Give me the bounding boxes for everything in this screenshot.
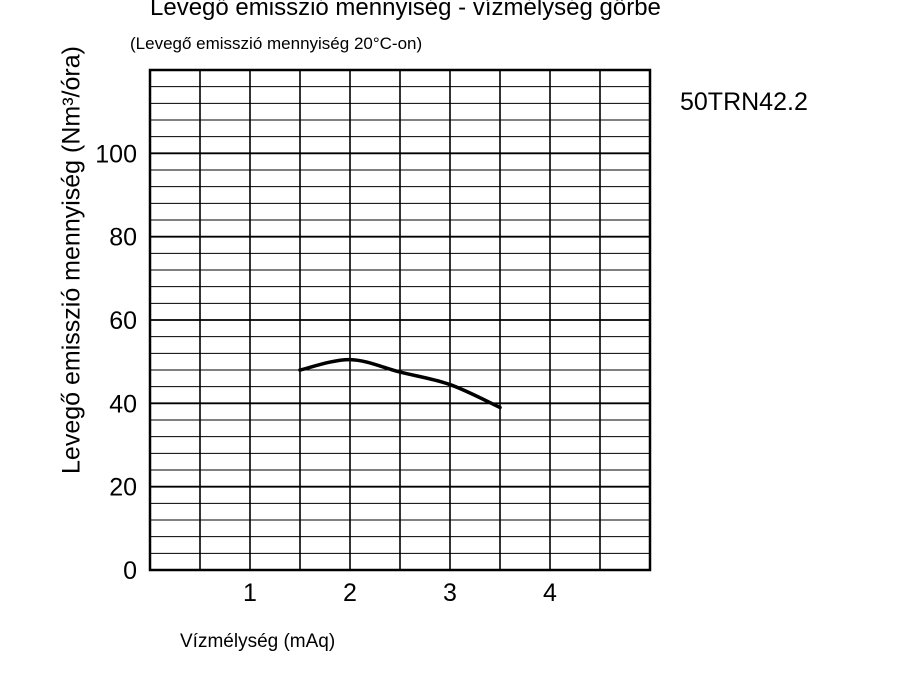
y-tick-label: 20	[109, 474, 137, 502]
x-tick-label: 1	[243, 579, 257, 607]
model-annotation: 50TRN42.2	[680, 88, 808, 116]
x-tick-label: 4	[543, 579, 557, 607]
grid-lines	[150, 70, 650, 570]
series-line	[298, 357, 502, 410]
y-tick-label: 80	[109, 224, 137, 252]
x-tick-label: 3	[443, 579, 457, 607]
x-tick-label: 2	[343, 579, 357, 607]
y-tick-label: 60	[109, 307, 137, 335]
data-series	[298, 357, 502, 410]
y-tick-label: 100	[95, 140, 137, 168]
x-axis-label: Vízmélység (mAq)	[180, 631, 336, 652]
chart-subtitle: (Levegő emisszió mennyiség 20°C-on)	[130, 34, 423, 53]
plot-frame	[148, 68, 652, 572]
y-tick-label: 0	[123, 557, 137, 585]
y-tick-label: 40	[109, 390, 137, 418]
chart-title: Levegő emisszió mennyiség - vízmélység g…	[150, 0, 661, 21]
